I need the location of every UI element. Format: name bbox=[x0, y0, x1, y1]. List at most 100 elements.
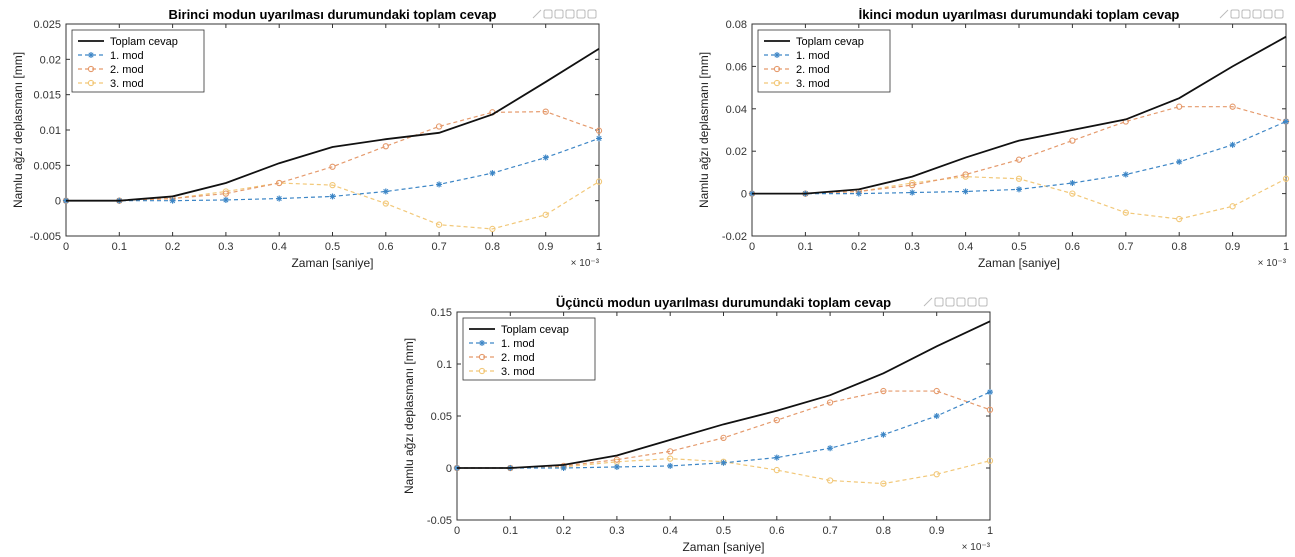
data-point bbox=[1282, 175, 1290, 182]
data-point bbox=[1176, 215, 1183, 223]
legend-item: Toplam cevap bbox=[78, 36, 178, 48]
save-icon bbox=[543, 9, 553, 19]
legend-marker bbox=[773, 65, 781, 73]
data-point bbox=[827, 445, 834, 452]
legend: Toplam cevap 1. mod 2. mod 3. mod bbox=[462, 317, 596, 381]
edit-icon bbox=[923, 297, 933, 307]
legend-label: Toplam cevap bbox=[501, 324, 569, 336]
brush-icon bbox=[1241, 9, 1251, 19]
marker-stroke bbox=[1283, 118, 1289, 125]
data-point bbox=[595, 127, 603, 134]
data-point bbox=[1069, 180, 1076, 186]
legend-item: 3. mod bbox=[469, 366, 535, 378]
data-point bbox=[1229, 141, 1236, 148]
data-point bbox=[329, 193, 336, 200]
data-point bbox=[826, 477, 834, 484]
marker-stroke bbox=[223, 197, 229, 203]
data-point bbox=[667, 462, 674, 469]
marker-stroke bbox=[479, 340, 485, 346]
y-axis-label: Namlu ağzı deplasmanı [mm] bbox=[11, 52, 25, 208]
marker-stroke bbox=[909, 189, 915, 196]
y-tick-label: -0.05 bbox=[427, 515, 452, 527]
data-point bbox=[1122, 209, 1129, 216]
data-point bbox=[436, 181, 443, 188]
legend-item: 2. mod bbox=[469, 352, 535, 364]
x-tick-label: 0.8 bbox=[876, 525, 891, 537]
y-tick-label: -0.02 bbox=[722, 231, 747, 243]
data-point bbox=[987, 389, 993, 396]
data-point bbox=[986, 457, 994, 464]
data-point bbox=[1122, 171, 1129, 178]
x-tick-label: 0.1 bbox=[798, 241, 813, 253]
legend-marker bbox=[479, 340, 485, 346]
series-line bbox=[752, 106, 1287, 195]
chart-mode1: Birinci modun uyarılması durumundaki top… bbox=[11, 7, 603, 270]
x-tick-label: 0.3 bbox=[218, 241, 233, 253]
data-point bbox=[773, 417, 780, 424]
zoom-out-icon bbox=[1263, 9, 1273, 19]
x-axis-label: Zaman [saniye] bbox=[978, 256, 1060, 270]
home-icon bbox=[978, 297, 988, 307]
zoom-out-icon bbox=[576, 9, 586, 19]
legend-label: 3. mod bbox=[796, 78, 830, 90]
x-tick-label: 0.9 bbox=[1225, 241, 1240, 253]
x-tick-label: 0.5 bbox=[325, 241, 340, 253]
data-point bbox=[667, 455, 674, 462]
data-point bbox=[222, 196, 229, 203]
marker-stroke bbox=[276, 195, 282, 202]
x-tick-label: 0.9 bbox=[538, 241, 553, 253]
marker-stroke bbox=[1123, 171, 1129, 178]
y-tick-label: 0.05 bbox=[431, 411, 452, 423]
data-point bbox=[1015, 175, 1023, 182]
save-icon bbox=[1230, 9, 1240, 19]
data-point bbox=[435, 221, 443, 228]
x-tick-label: 0.7 bbox=[431, 241, 446, 253]
x-tick-label: 0.7 bbox=[822, 525, 837, 537]
marker-stroke bbox=[1230, 142, 1236, 148]
x-axis-label: Zaman [saniye] bbox=[682, 540, 764, 554]
data-point bbox=[222, 188, 230, 195]
marker-stroke bbox=[489, 170, 495, 176]
data-point bbox=[169, 197, 176, 204]
data-point bbox=[720, 459, 727, 466]
marker-stroke bbox=[614, 464, 620, 470]
data-point bbox=[222, 190, 230, 197]
x-tick-label: 0 bbox=[454, 525, 460, 537]
data-point bbox=[542, 211, 549, 218]
legend-label: 3. mod bbox=[110, 78, 144, 90]
data-point bbox=[986, 406, 994, 413]
x-exponent-label: × 10⁻³ bbox=[1258, 258, 1287, 269]
data-point bbox=[1176, 158, 1183, 165]
x-tick-label: 0.6 bbox=[769, 525, 784, 537]
y-tick-label: -0.005 bbox=[30, 231, 61, 243]
marker-stroke bbox=[963, 188, 969, 195]
marker-stroke bbox=[383, 188, 389, 195]
series-line bbox=[457, 390, 991, 469]
legend-marker bbox=[773, 79, 781, 87]
data-point bbox=[329, 181, 336, 189]
legend-box bbox=[757, 29, 891, 93]
legend-label: 1. mod bbox=[501, 338, 535, 350]
data-point bbox=[933, 387, 940, 395]
data-point bbox=[560, 465, 567, 471]
series-mode1 bbox=[749, 118, 1289, 197]
data-point bbox=[596, 135, 602, 142]
data-point bbox=[276, 179, 283, 187]
data-point bbox=[1283, 118, 1289, 125]
data-point bbox=[773, 466, 780, 474]
x-tick-label: 0.5 bbox=[716, 525, 731, 537]
data-point bbox=[962, 173, 969, 180]
data-point bbox=[933, 413, 940, 419]
series-line bbox=[66, 47, 600, 202]
legend-marker bbox=[88, 52, 94, 58]
x-tick-label: 0.4 bbox=[663, 525, 678, 537]
marker-stroke bbox=[88, 52, 94, 58]
chart-panel-mode3: Üçüncü modun uyarılması durumundaki topl… bbox=[395, 290, 995, 556]
series-total bbox=[457, 320, 991, 469]
marker-stroke bbox=[543, 155, 549, 161]
legend-marker bbox=[87, 65, 95, 73]
marker-stroke bbox=[774, 52, 780, 58]
x-tick-label: 0 bbox=[749, 241, 755, 253]
x-tick-label: 1 bbox=[596, 241, 602, 253]
data-point bbox=[329, 163, 336, 170]
